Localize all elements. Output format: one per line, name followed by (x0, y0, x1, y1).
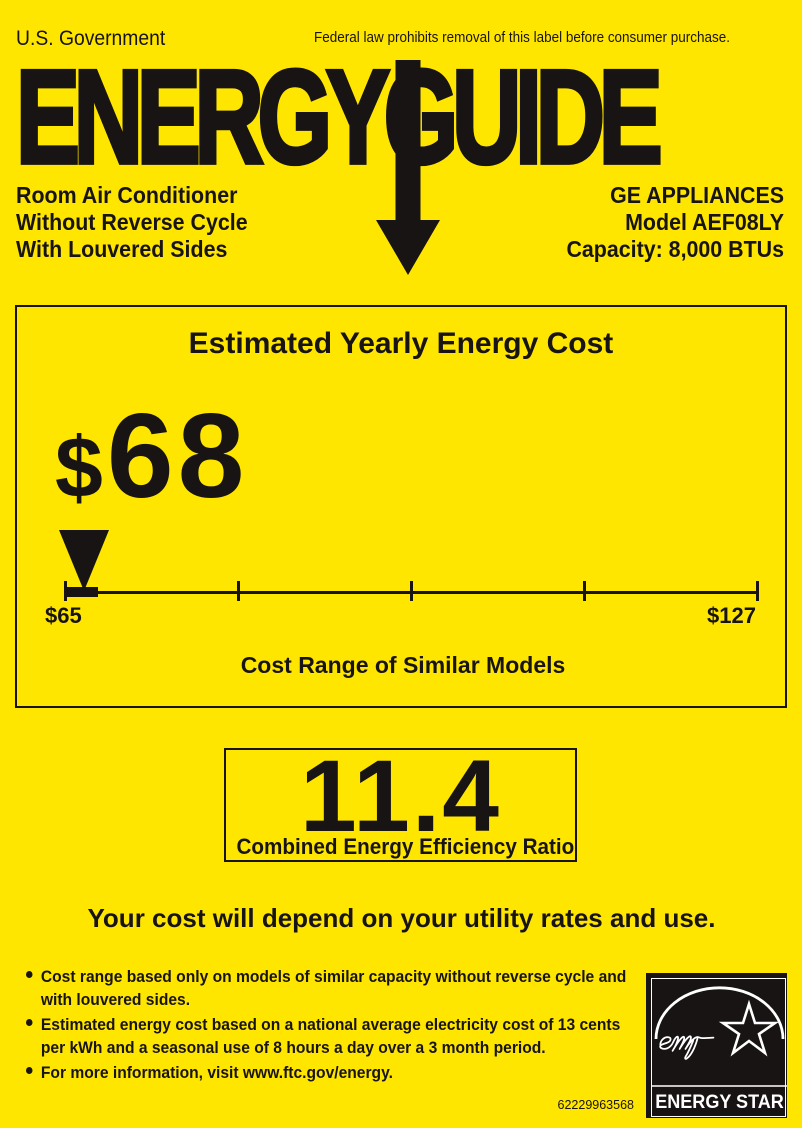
svg-text:ENERGY STAR: ENERGY STAR (655, 1091, 784, 1113)
